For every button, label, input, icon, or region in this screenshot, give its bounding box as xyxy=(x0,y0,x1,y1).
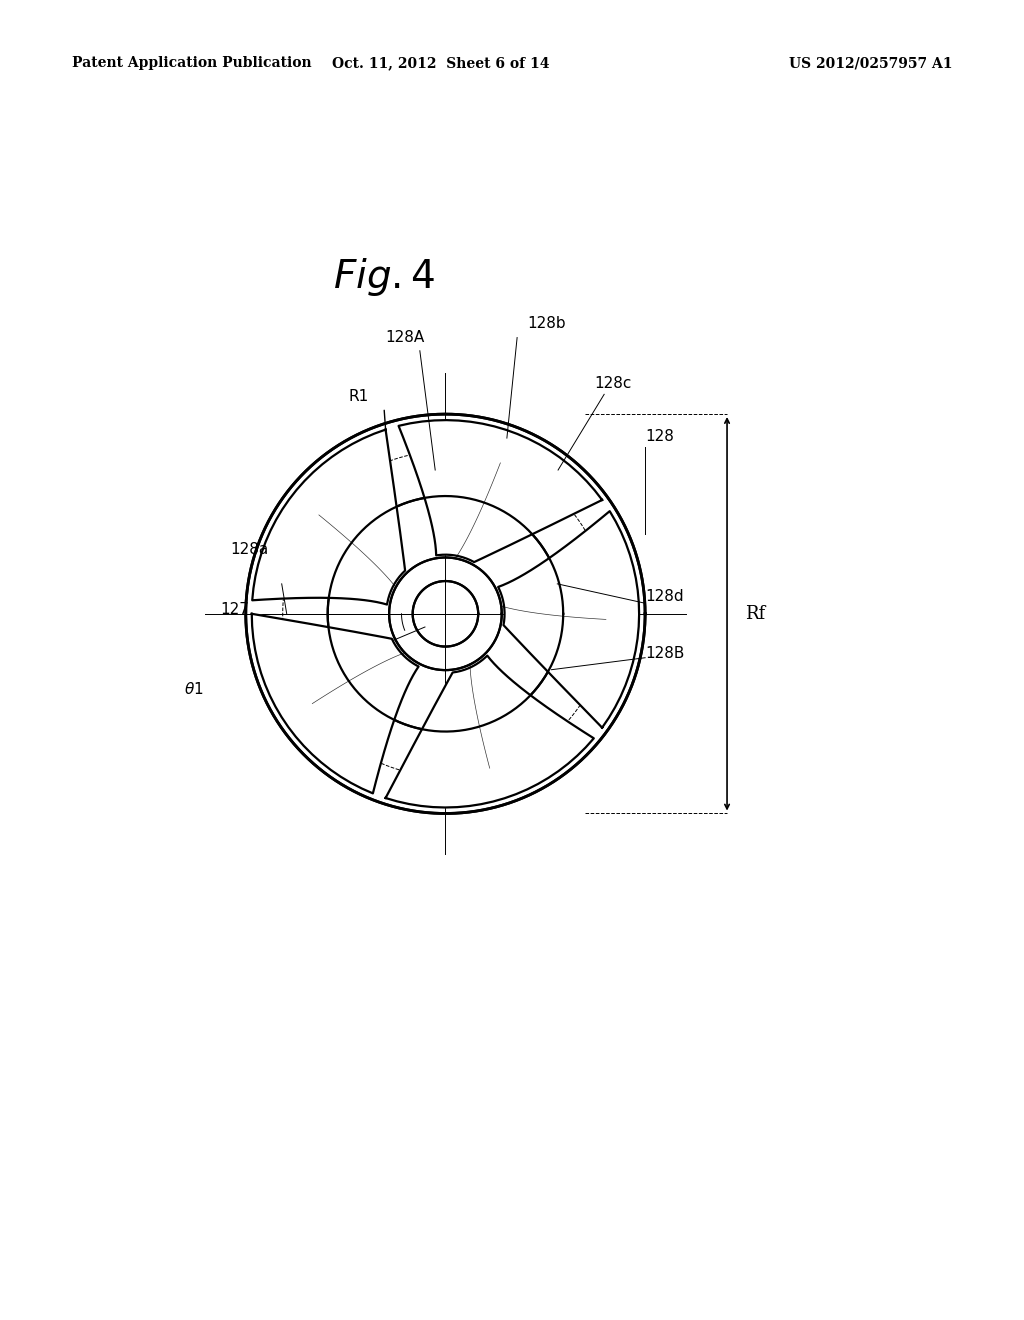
Text: 128A: 128A xyxy=(385,330,424,345)
Text: 128c: 128c xyxy=(594,376,631,391)
Polygon shape xyxy=(398,420,602,562)
Polygon shape xyxy=(386,656,594,808)
Text: 127: 127 xyxy=(220,602,249,616)
Text: Rf: Rf xyxy=(745,605,766,623)
Polygon shape xyxy=(252,614,419,793)
Text: $\theta 1$: $\theta 1$ xyxy=(184,681,204,697)
Text: $\mathit{Fig.4}$: $\mathit{Fig.4}$ xyxy=(333,256,435,298)
Text: 128: 128 xyxy=(645,429,674,444)
Text: 128B: 128B xyxy=(645,645,684,661)
Text: R1: R1 xyxy=(348,389,369,404)
Polygon shape xyxy=(252,429,406,605)
Text: Oct. 11, 2012  Sheet 6 of 14: Oct. 11, 2012 Sheet 6 of 14 xyxy=(332,57,549,70)
Text: US 2012/0257957 A1: US 2012/0257957 A1 xyxy=(788,57,952,70)
Text: 128a: 128a xyxy=(230,543,268,557)
Text: Patent Application Publication: Patent Application Publication xyxy=(72,57,311,70)
Polygon shape xyxy=(498,511,639,727)
Text: 128d: 128d xyxy=(645,589,684,603)
Text: 128b: 128b xyxy=(527,317,566,331)
